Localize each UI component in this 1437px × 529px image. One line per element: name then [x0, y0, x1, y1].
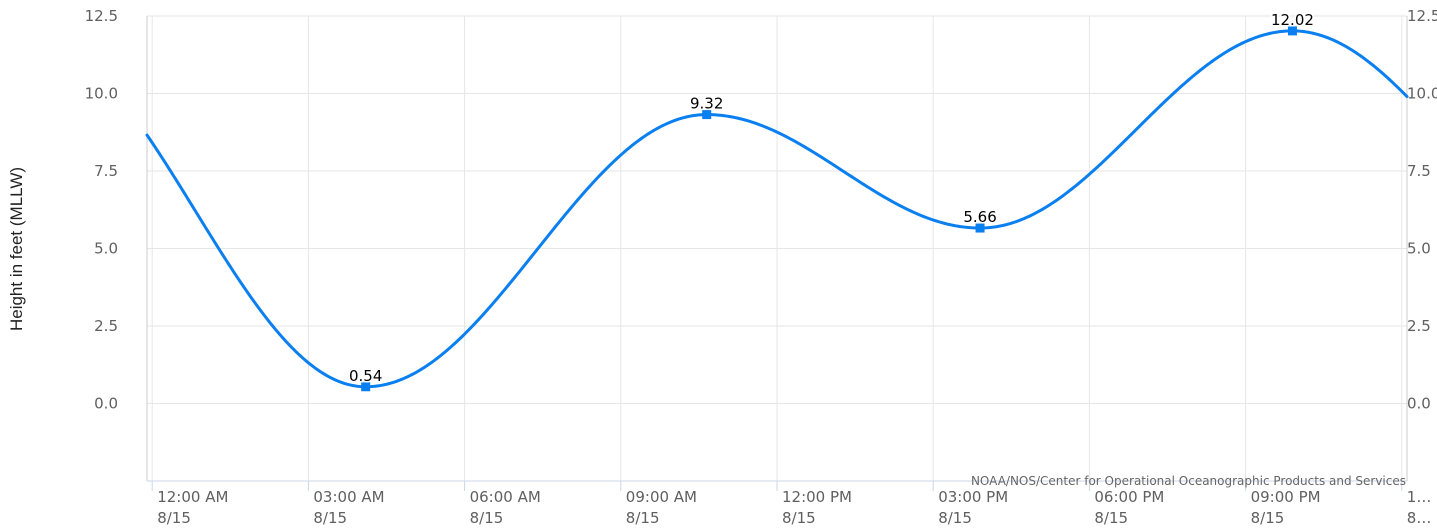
y-tick-label-right: 7.5	[1407, 162, 1431, 180]
data-labels: 0.54 9.32 5.66 12.02	[347, 9, 1315, 386]
x-ticks: 12:00 AM 8/15 03:00 AM 8/15 06:00 AM 8/15 09:0…	[157, 488, 1431, 527]
data-label: 12.02	[1271, 11, 1314, 29]
x-tick-date: 8/15	[1251, 509, 1285, 527]
y-tick-label-right: 12.5	[1407, 7, 1437, 25]
credit-text[interactable]: NOAA/NOS/Center for Operational Oceanogr…	[971, 474, 1406, 488]
x-tick-time: 06:00 AM	[470, 488, 541, 506]
y-ticks-right: 12.5 10.0 7.5 5.0 2.5 0.0	[1407, 7, 1437, 413]
data-label: 9.32	[690, 95, 723, 113]
axes	[146, 16, 1408, 491]
x-tick-date: 8/15	[470, 509, 504, 527]
x-tick-time: 03:00 PM	[938, 488, 1008, 506]
x-tick-date: 8/15	[626, 509, 660, 527]
y-tick-label-right: 0.0	[1407, 395, 1431, 413]
x-tick-time: 09:00 PM	[1251, 488, 1321, 506]
y-tick-label: 0.0	[94, 395, 118, 413]
markers[interactable]	[361, 26, 1297, 392]
y-axis-label: Height in feet (MLLW)	[7, 167, 26, 331]
x-tick-date: 8/15	[1094, 509, 1128, 527]
y-tick-label: 5.0	[94, 240, 118, 258]
data-label: 0.54	[349, 367, 382, 385]
x-tick-date: 8/15	[782, 509, 816, 527]
x-tick-time: 12:00 AM	[157, 488, 228, 506]
x-tick-date: 8/15	[157, 509, 191, 527]
tide-marker[interactable]	[1287, 26, 1297, 36]
y-tick-label-right: 5.0	[1407, 240, 1431, 258]
x-tick-time: 1…	[1407, 488, 1432, 506]
x-tick-date: 8…	[1407, 509, 1432, 527]
y-tick-label: 10.0	[85, 85, 118, 103]
y-ticks-left: 12.5 10.0 7.5 5.0 2.5 0.0	[85, 7, 118, 413]
series	[145, 29, 1409, 389]
x-tick-time: 09:00 AM	[626, 488, 697, 506]
x-tick-time: 12:00 PM	[782, 488, 852, 506]
tide-line[interactable]	[145, 29, 1409, 389]
tide-marker[interactable]	[975, 223, 985, 233]
y-tick-label-right: 2.5	[1407, 317, 1431, 335]
x-tick-date: 8/15	[313, 509, 347, 527]
x-tick-date: 8/15	[938, 509, 972, 527]
x-tick-time: 06:00 PM	[1094, 488, 1164, 506]
y-tick-label: 7.5	[94, 162, 118, 180]
x-tick-time: 03:00 AM	[313, 488, 384, 506]
data-label: 5.66	[963, 208, 996, 226]
y-tick-label: 12.5	[85, 7, 118, 25]
y-tick-label: 2.5	[94, 317, 118, 335]
grid	[147, 15, 1407, 481]
tide-marker[interactable]	[361, 382, 371, 392]
y-tick-label-right: 10.0	[1407, 85, 1437, 103]
tide-marker[interactable]	[702, 110, 712, 120]
